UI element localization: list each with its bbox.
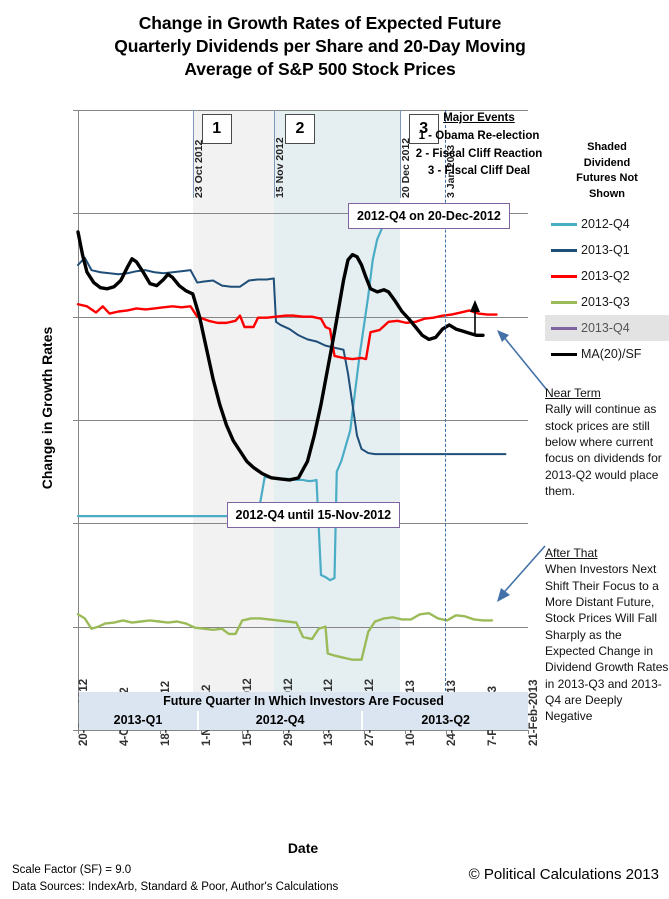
major-events-block: Major Events 1 - Obama Re-election 2 - F… xyxy=(404,110,554,181)
title-line-3: Average of S&P 500 Stock Prices xyxy=(184,59,456,80)
legend-swatch-icon xyxy=(551,326,577,330)
side-note-heading: Near Term xyxy=(545,386,601,400)
legend-note: Shaded Dividend Futures Not Shown xyxy=(545,140,669,202)
x-tick-mark xyxy=(528,730,529,734)
y-tick-mark xyxy=(73,420,78,421)
x-tick-mark xyxy=(159,730,161,734)
legend-note-line-3: Futures Not xyxy=(576,172,638,185)
legend-swatch-icon xyxy=(551,274,577,279)
event-box-2: 2 xyxy=(285,114,315,144)
y-tick-mark xyxy=(73,626,78,628)
major-event-item-3: 3 - Fiscal Cliff Deal xyxy=(427,165,531,178)
legend-note-line-1: Shaded xyxy=(587,141,627,153)
legend-note-line-4: Shown xyxy=(588,187,626,200)
focus-shift-dashed-line xyxy=(444,110,446,696)
footer-left: Scale Factor (SF) = 9.0 Data Sources: In… xyxy=(12,862,338,897)
y-tick-mark xyxy=(73,730,78,731)
up-arrow-icon xyxy=(470,300,481,336)
x-tick-mark xyxy=(200,730,202,734)
y-tick-mark xyxy=(73,316,78,318)
event-date-label: 15 Nov 2012 xyxy=(273,137,286,198)
legend: Shaded Dividend Futures Not Shown 2012-Q… xyxy=(545,140,669,367)
y-axis-title: Change in Growth Rates xyxy=(39,326,55,490)
title-line-2: Quarterly Dividends per Share and 20-Day… xyxy=(114,36,526,57)
major-event-item-1: 1 - Obama Re-election xyxy=(418,129,540,142)
x-tick-mark xyxy=(446,730,448,734)
legend-note-line-2: Dividend xyxy=(583,156,631,169)
focus-bar: Future Quarter In Which Investors Are Fo… xyxy=(79,692,528,730)
y-tick-mark xyxy=(73,110,78,111)
side-note-after-that: After That When Investors Next Shift The… xyxy=(545,545,669,724)
x-tick-mark xyxy=(323,730,325,734)
legend-label: 2013-Q3 xyxy=(581,295,630,310)
legend-label: 2013-Q2 xyxy=(581,269,630,284)
event-vline xyxy=(273,110,275,198)
series-line-2013-q3 xyxy=(78,613,492,660)
legend-swatch-icon xyxy=(551,222,577,226)
legend-item-2013-q1[interactable]: 2013-Q1 xyxy=(545,237,669,263)
major-event-item-2: 2 - Fiscal Cliff Reaction xyxy=(415,147,543,160)
event-box-3: 3 xyxy=(408,114,439,144)
legend-swatch-icon xyxy=(551,300,577,304)
plot-area: 0.20 0.10 0.00 -0.10 -0.20 -0.30 -0.40 2… xyxy=(78,110,540,746)
x-tick-mark xyxy=(405,730,407,734)
copyright-note: © Political Calculations 2013 xyxy=(468,866,659,883)
legend-item-2013-q2[interactable]: 2013-Q2 xyxy=(545,263,669,289)
series-line-ma-20-sf xyxy=(78,232,483,480)
legend-label: 2013-Q4 xyxy=(581,321,630,336)
legend-swatch-icon xyxy=(551,352,577,357)
event-vline xyxy=(399,110,401,198)
side-note-near-term: Near Term Rally will continue as stock p… xyxy=(545,385,669,499)
legend-item-2012-q4[interactable]: 2012-Q4 xyxy=(545,211,669,237)
side-note-body: Rally will continue as stock prices are … xyxy=(545,402,662,498)
event-date-label: 23 Oct 2012 xyxy=(192,139,205,198)
x-tick-mark xyxy=(78,730,79,734)
legend-item-ma20-sf[interactable]: MA(20)/SF xyxy=(545,341,669,367)
scale-factor-note: Scale Factor (SF) = 9.0 xyxy=(12,864,132,876)
legend-label: 2013-Q1 xyxy=(581,243,630,258)
side-note-heading: After That xyxy=(545,546,598,560)
y-axis-line xyxy=(78,110,79,730)
event-vline xyxy=(192,110,194,198)
x-tick-mark xyxy=(282,730,284,734)
series-line-2013-q1 xyxy=(78,258,506,454)
data-sources-note: Data Sources: IndexArb, Standard & Poor,… xyxy=(12,881,339,894)
legend-label: 2012-Q4 xyxy=(581,217,630,232)
legend-item-2013-q3[interactable]: 2013-Q3 xyxy=(545,289,669,315)
page-title: Change in Growth Rates of Expected Futur… xyxy=(40,12,600,81)
legend-swatch-icon xyxy=(551,248,577,252)
gridline--0.10 xyxy=(78,420,528,421)
series-line-2013-q2 xyxy=(78,304,497,359)
x-tick-mark xyxy=(487,730,489,734)
y-tick-mark xyxy=(73,213,78,215)
major-events-heading: Major Events xyxy=(443,112,515,124)
legend-label: MA(20)/SF xyxy=(581,347,642,362)
x-tick-mark xyxy=(241,730,243,734)
x-axis-title: Date xyxy=(287,840,319,856)
y-tick-mark xyxy=(73,523,78,525)
gridline--0.40 xyxy=(78,730,528,731)
legend-item-2013-q4[interactable]: 2013-Q4 xyxy=(545,315,669,342)
event-box-1: 1 xyxy=(201,114,232,144)
callout-2012q4-on-20-dec-2012: 2012-Q4 on 20-Dec-2012 xyxy=(348,203,510,229)
gridline-0.10 xyxy=(78,213,528,215)
after-that-arrow-icon xyxy=(497,545,546,602)
focus-bar-title: Future Quarter In Which Investors Are Fo… xyxy=(79,692,528,711)
x-tick-mark xyxy=(364,730,366,734)
title-line-1: Change in Growth Rates of Expected Futur… xyxy=(138,13,502,33)
focus-cell-2013-q2: 2013-Q2 xyxy=(363,711,528,730)
side-note-body: When Investors Next Shift Their Focus to… xyxy=(545,562,669,724)
gridline--0.30 xyxy=(78,626,528,628)
gridline-0.20 xyxy=(78,110,528,111)
x-tick-mark xyxy=(118,730,120,734)
callout-2012q4-until-15-nov-2012: 2012-Q4 until 15-Nov-2012 xyxy=(226,502,401,528)
x-tick-label: 21-Feb-2013 xyxy=(528,679,540,746)
focus-cell-2012-q4: 2012-Q4 xyxy=(198,711,364,730)
focus-cell-2013-q1: 2013-Q1 xyxy=(79,711,199,730)
focus-bar-cells: 2013-Q1 2012-Q4 2013-Q2 xyxy=(79,711,528,730)
near-term-arrow-icon xyxy=(497,330,548,391)
